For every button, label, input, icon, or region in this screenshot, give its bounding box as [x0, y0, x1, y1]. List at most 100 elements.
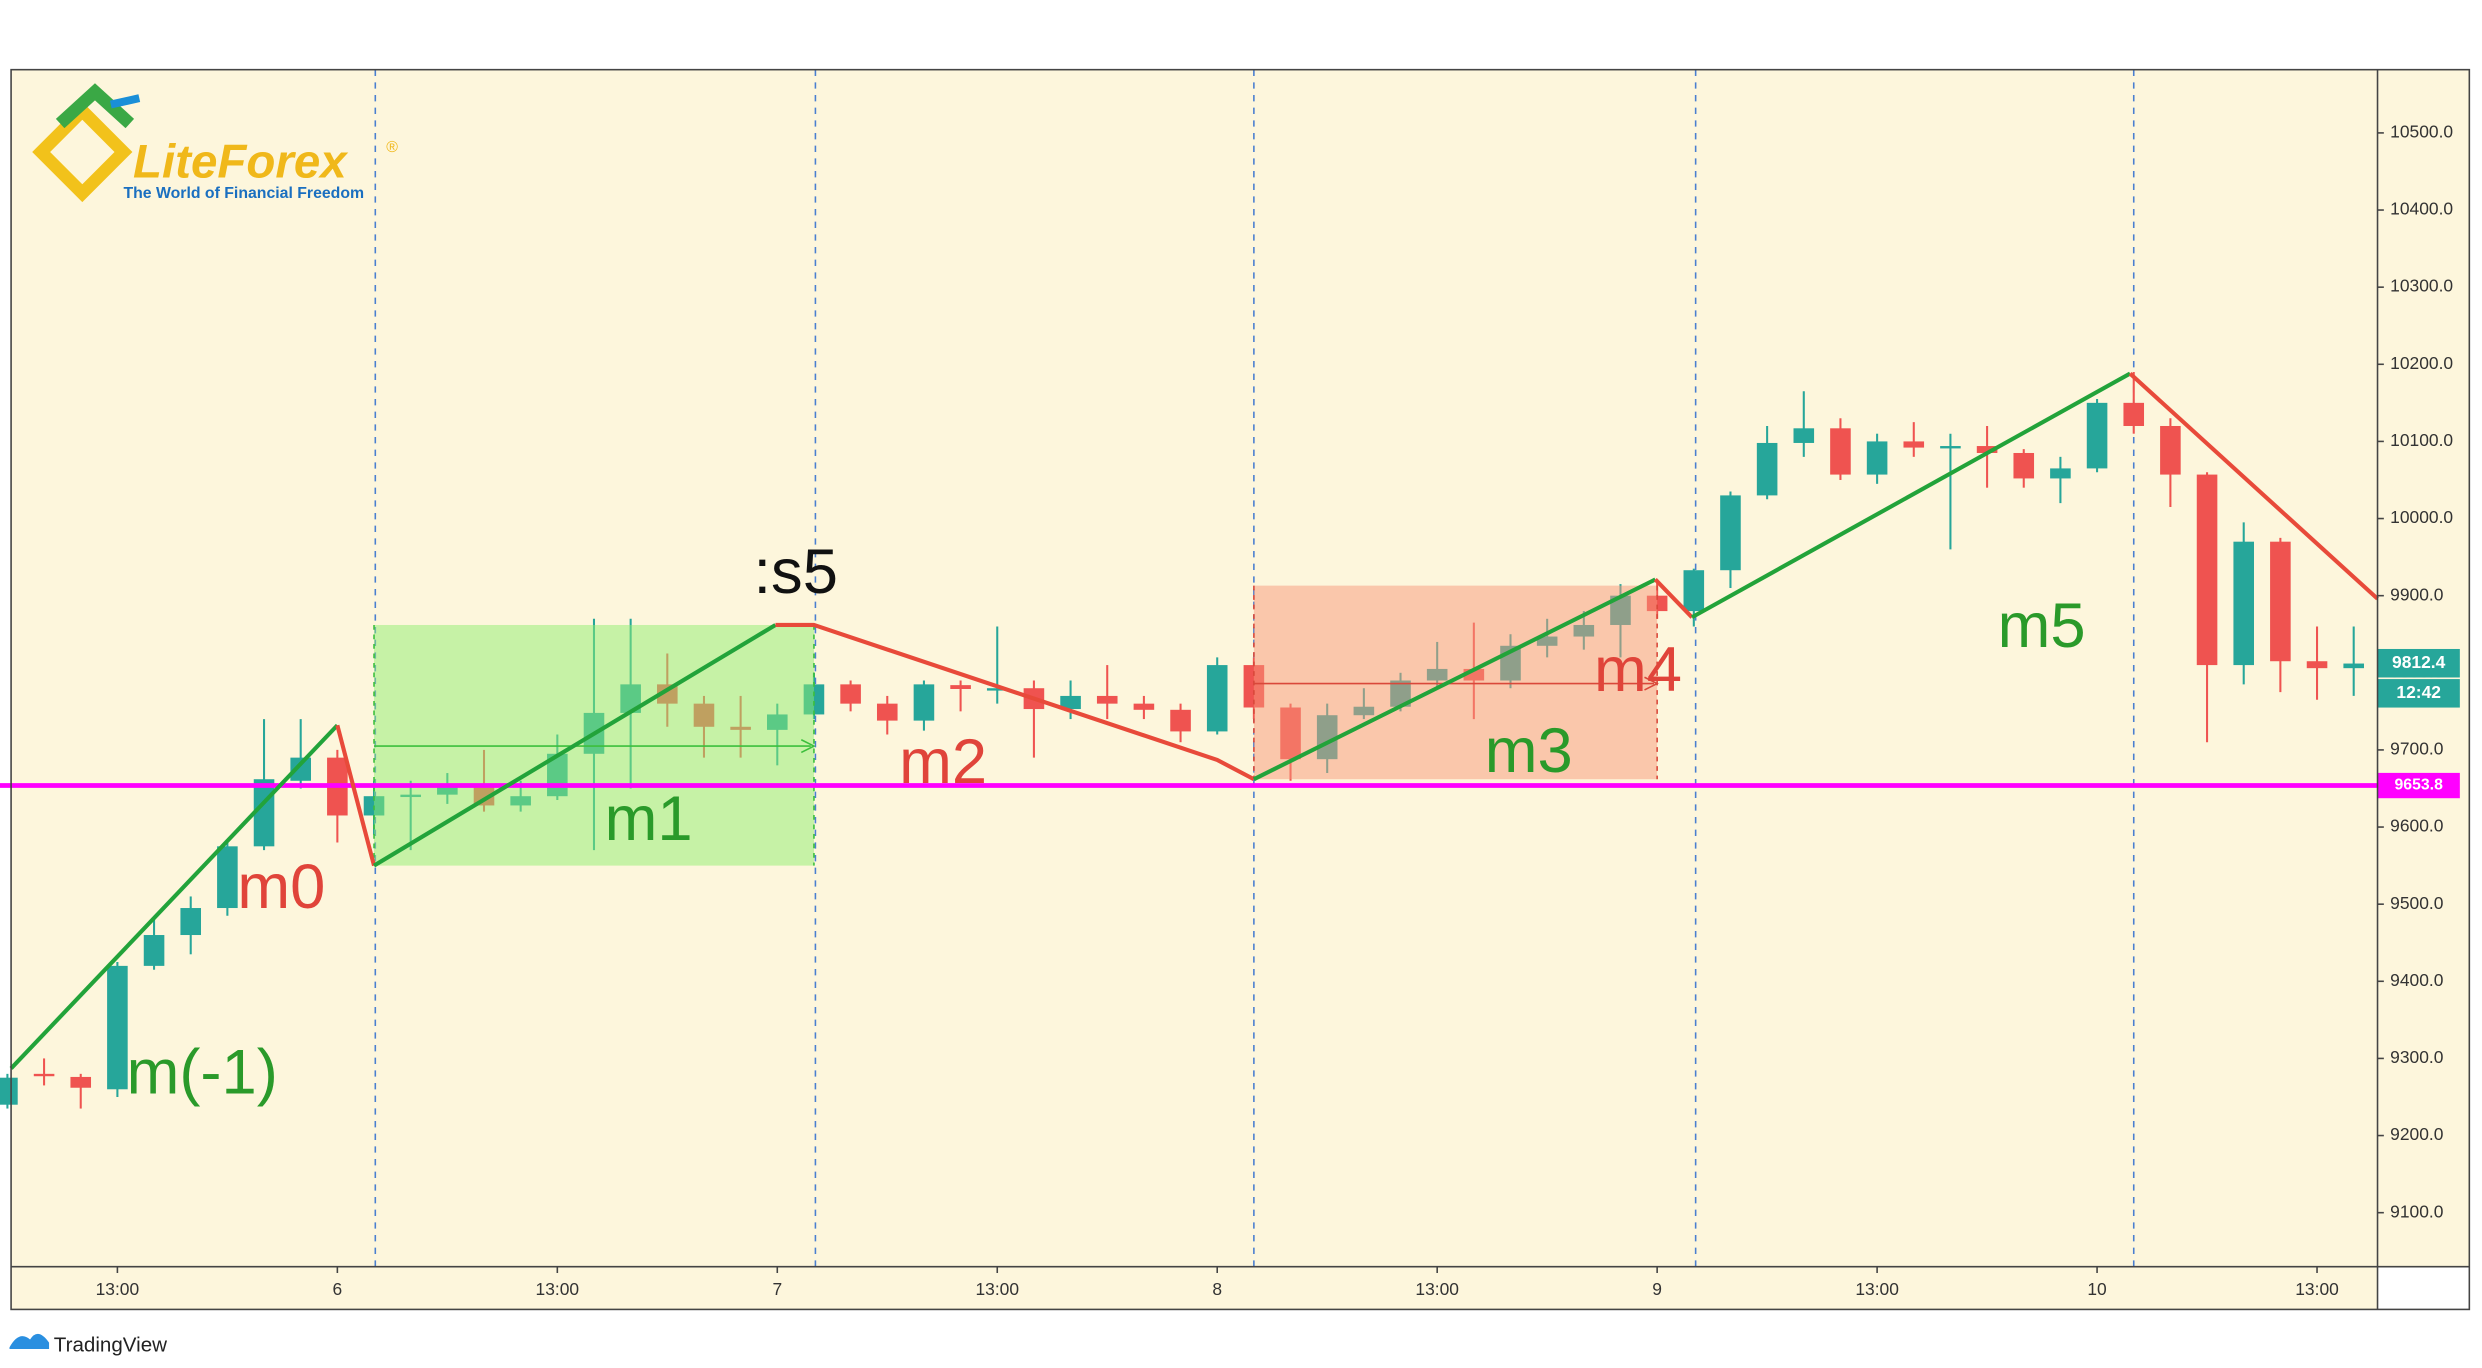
- logo-name: LiteForex: [133, 135, 349, 188]
- wave-line: [372, 623, 777, 868]
- candle-body: [1793, 428, 1815, 443]
- frame: [10, 68, 2471, 1311]
- wave-line: [775, 622, 1255, 782]
- candle-body: [986, 688, 1008, 691]
- candle-body: [840, 684, 861, 704]
- x-tick-label: 13:00: [975, 1279, 1019, 1299]
- x-tick-label: 13:00: [1855, 1279, 1899, 1299]
- candle-body: [2343, 663, 2364, 669]
- x-tick-label: 13:00: [1415, 1279, 1459, 1299]
- candle-body: [1866, 441, 1888, 475]
- candle-body: [33, 1073, 55, 1077]
- candle-body: [1206, 665, 1228, 732]
- footer-brand: TradingView: [54, 1333, 167, 1356]
- candle-body: [1976, 446, 1998, 453]
- candle-body: [1096, 695, 1118, 704]
- last-price-tag: [2377, 648, 2460, 678]
- wave-line: [1653, 578, 1694, 619]
- boxes-layer: [373, 585, 1659, 866]
- time-axis-area: [11, 1266, 2378, 1310]
- y-tick-label: 10300.0: [2390, 276, 2453, 296]
- footer: TradingView: [9, 1333, 167, 1356]
- y-tick-label: 10000.0: [2390, 507, 2453, 527]
- candle-body: [290, 757, 311, 781]
- candle-body: [217, 846, 238, 909]
- candle-body: [1683, 570, 1705, 612]
- y-tick-label: 9600.0: [2390, 816, 2443, 836]
- candle-body: [1170, 709, 1191, 732]
- range-arrowhead: [800, 739, 816, 754]
- text-layer: m(-1) m0 m1 :s5 m2 m3 m4 m5 9812.4 12:42 9653.8: [127, 537, 2460, 1107]
- hline-label: 9653.8: [2394, 777, 2443, 794]
- candle-body: [1756, 442, 1778, 496]
- hline-tag: [2377, 772, 2460, 799]
- candle-body: [876, 703, 898, 721]
- footer-icon: [9, 1333, 50, 1349]
- x-tick-label: 6: [333, 1279, 343, 1299]
- x-tick-label: 13:00: [536, 1279, 580, 1299]
- last-price-label: 9812.4: [2392, 652, 2446, 672]
- y-tick-label: 9700.0: [2390, 739, 2443, 759]
- logo-arrow: [55, 83, 135, 129]
- lines-layer: [0, 371, 2379, 1070]
- x-tick-label: 10: [2087, 1279, 2106, 1299]
- wave-label: m2: [899, 727, 987, 797]
- wave-label: m(-1): [127, 1037, 278, 1107]
- candle-body: [143, 935, 165, 966]
- wave-line: [1690, 371, 2132, 620]
- countdown-tag: [2377, 679, 2460, 708]
- wave-label: :s5: [753, 537, 837, 607]
- logo: LiteForex ® The World of Financial Freed…: [32, 83, 398, 203]
- candle-body: [0, 1077, 18, 1105]
- logo-diamond: [32, 101, 133, 203]
- wave-label: m1: [605, 784, 693, 854]
- candle-body: [2123, 402, 2145, 426]
- candle-body: [70, 1076, 92, 1088]
- y-tick-label: 10100.0: [2390, 430, 2453, 450]
- x-tick-label: 13:00: [2295, 1279, 2339, 1299]
- candle-body: [1060, 695, 1081, 710]
- candle-body: [2013, 452, 2035, 479]
- logo-tagline: The World of Financial Freedom: [123, 185, 364, 202]
- wave-label: m0: [237, 852, 325, 922]
- y-tick-label: 10400.0: [2390, 199, 2453, 219]
- candle-body: [1830, 428, 1851, 475]
- candle-body: [2306, 661, 2328, 669]
- logo-accent: [109, 94, 141, 109]
- x-tick-label: 9: [1652, 1279, 1662, 1299]
- candle-body: [1133, 703, 1155, 710]
- y-tick-label: 9100.0: [2390, 1201, 2443, 1221]
- wave-label: m5: [1998, 591, 2086, 661]
- candle-body: [107, 965, 128, 1090]
- y-tick-label: 9400.0: [2390, 970, 2443, 990]
- y-tick-label: 9500.0: [2390, 893, 2443, 913]
- y-tick-label: 9300.0: [2390, 1047, 2443, 1067]
- candle-body: [2233, 541, 2255, 666]
- candle-body: [1720, 495, 1741, 571]
- y-tick-label: 9200.0: [2390, 1124, 2443, 1144]
- y-tick-label: 10200.0: [2390, 353, 2453, 373]
- logo-mark: ®: [386, 139, 398, 156]
- wave-line: [1252, 577, 1657, 782]
- candle-body: [1903, 441, 1925, 448]
- candle-body: [1940, 446, 1961, 449]
- candle-body: [2196, 474, 2218, 666]
- x-tick-label: 13:00: [96, 1279, 140, 1299]
- wave-label: m4: [1594, 635, 1682, 705]
- candle-body: [180, 908, 202, 936]
- wave-line: [335, 724, 377, 867]
- y-tick-label: 10500.0: [2390, 122, 2453, 142]
- candle-body: [950, 685, 971, 689]
- wave-label: m3: [1485, 716, 1573, 786]
- candle-body: [2160, 425, 2181, 475]
- candle-body: [2086, 402, 2108, 469]
- y-tick-label: 9900.0: [2390, 584, 2443, 604]
- candle-body: [2270, 541, 2291, 662]
- wave-line: [2128, 372, 2379, 601]
- x-tick-label: 8: [1212, 1279, 1222, 1299]
- plot-area: [11, 69, 2378, 1267]
- countdown-label: 12:42: [2396, 682, 2441, 702]
- x-tick-label: 7: [772, 1279, 782, 1299]
